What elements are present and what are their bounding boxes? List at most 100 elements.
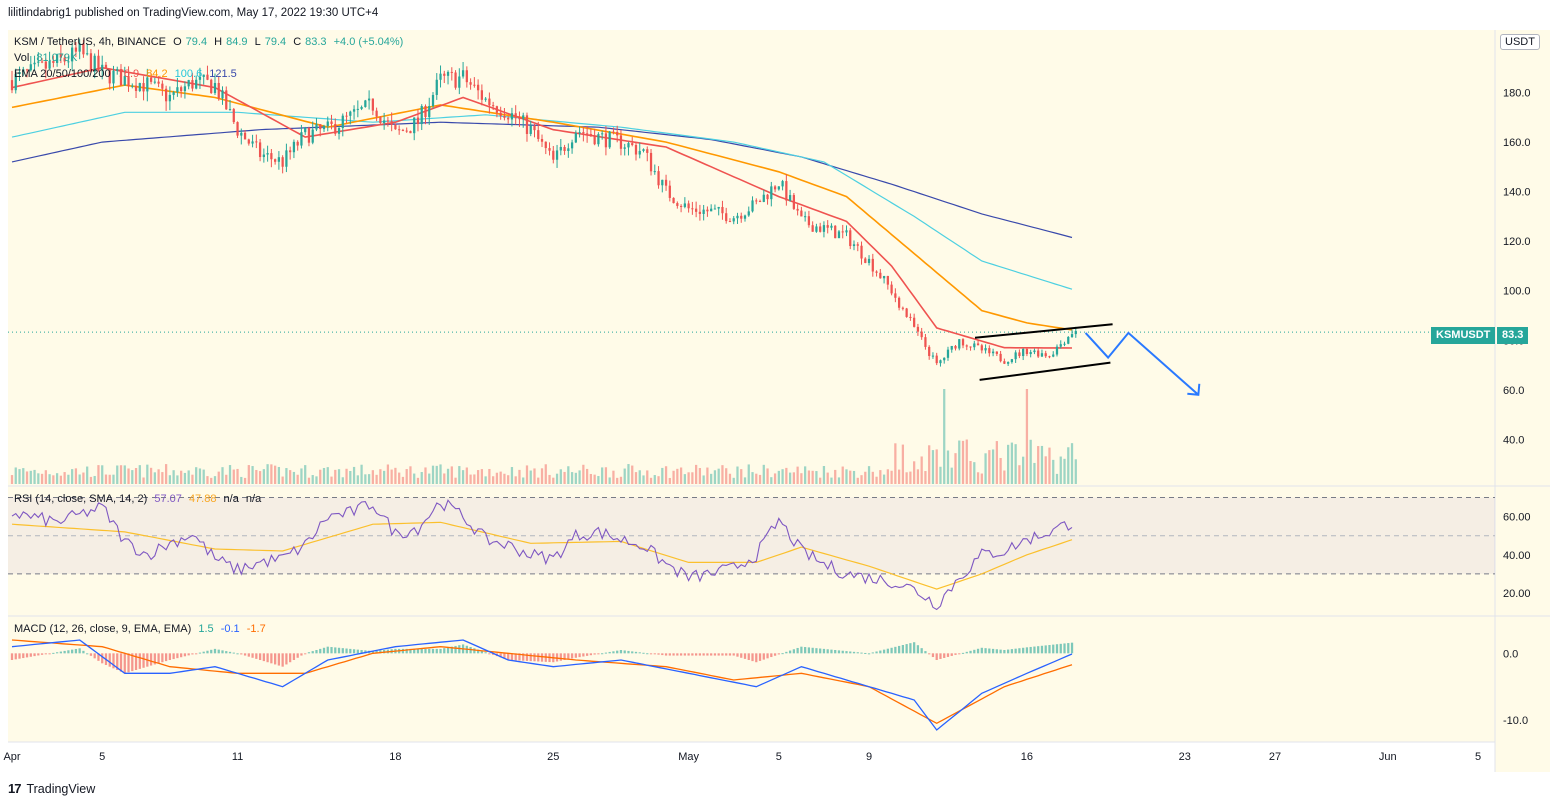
- channel-lower-line: [979, 361, 1111, 381]
- candle-body: [119, 69, 123, 86]
- volume-bar: [909, 471, 912, 484]
- candle-body: [334, 123, 337, 134]
- macd-histogram-bar: [687, 653, 690, 656]
- macd-histogram-bar: [183, 653, 187, 657]
- macd-histogram-bar: [567, 653, 570, 660]
- volume-bar: [796, 466, 799, 484]
- volume-bar: [849, 470, 852, 484]
- macd-histogram-bar: [14, 653, 17, 660]
- macd-histogram-bar: [525, 653, 529, 661]
- symbol-legend[interactable]: KSM / TetherUS, 4h, BINANCE O 79.4 H 84.9 …: [14, 36, 407, 48]
- macd-value: -0.1: [220, 623, 240, 635]
- candle-body: [1003, 361, 1006, 364]
- macd-histogram-bar: [492, 653, 495, 655]
- macd-histogram-bar: [40, 653, 44, 655]
- footer-brand[interactable]: 17 TradingView: [8, 781, 95, 796]
- macd-histogram-bar: [894, 646, 897, 654]
- volume-bar: [367, 474, 371, 484]
- candle-body: [552, 150, 555, 160]
- volume-bar: [574, 472, 577, 484]
- macd-histogram-bar: [52, 652, 55, 654]
- volume-bar: [225, 474, 228, 484]
- macd-legend[interactable]: MACD (12, 26, close, 9, EMA, EMA) 1.5 -0…: [14, 623, 270, 635]
- candle-body: [864, 258, 867, 263]
- candle-body: [29, 64, 32, 71]
- macd-histogram-bar: [668, 653, 671, 656]
- candle-body: [319, 124, 322, 130]
- macd-histogram-bar: [875, 651, 878, 654]
- price-tick-label: 60.0: [1503, 385, 1524, 397]
- macd-histogram-bar: [10, 653, 14, 660]
- macd-histogram-bar: [277, 653, 281, 666]
- volume-bar: [14, 467, 17, 484]
- volume-bar: [1059, 456, 1062, 484]
- volume-bar: [22, 468, 25, 484]
- macd-histogram-bar: [232, 652, 235, 654]
- macd-histogram-bar: [405, 648, 408, 654]
- volume-bar: [480, 469, 483, 484]
- volume-bar: [315, 476, 318, 484]
- volume-bar: [965, 439, 968, 484]
- volume-bar: [86, 466, 89, 484]
- volume-bar: [773, 473, 777, 484]
- volume-bar: [112, 474, 115, 484]
- candle-body: [341, 115, 344, 129]
- time-tick-label: Jun: [1379, 751, 1397, 763]
- macd-histogram-bar: [221, 650, 224, 654]
- volume-bar: [518, 469, 521, 484]
- candle-body: [721, 206, 724, 214]
- price-tick-label: 180.0: [1503, 88, 1531, 100]
- candle-body: [980, 345, 983, 351]
- volume-legend[interactable]: Vol 81.079K: [14, 52, 81, 64]
- price-axis[interactable]: [1495, 30, 1550, 772]
- chart-area[interactable]: [8, 30, 1495, 742]
- macd-histogram-bar: [281, 653, 284, 667]
- candle-body: [916, 326, 920, 332]
- volume-bar: [837, 477, 841, 484]
- candle-body: [928, 346, 931, 356]
- volume-bar: [352, 466, 356, 484]
- candle-body: [1010, 359, 1014, 363]
- volume-bar: [788, 472, 792, 484]
- macd-histogram-bar: [725, 653, 728, 656]
- volume-bar: [961, 440, 965, 484]
- macd-histogram-bar: [909, 643, 912, 654]
- rsi-legend[interactable]: RSI (14, close, SMA, 14, 2) 57.07 47.88 …: [14, 493, 265, 505]
- symbol-name: KSM / TetherUS, 4h, BINANCE: [14, 36, 167, 48]
- volume-bar: [142, 477, 145, 484]
- macd-histogram-bar: [112, 653, 115, 669]
- volume-bar: [969, 460, 972, 484]
- macd-histogram-bar: [788, 650, 792, 654]
- macd-histogram-bar: [800, 646, 803, 654]
- volume-bar: [552, 477, 555, 484]
- volume-bar: [236, 468, 239, 484]
- candle-body: [999, 353, 1002, 362]
- candle-body: [82, 43, 85, 55]
- candle-body: [1018, 352, 1021, 357]
- candle-body: [52, 60, 55, 63]
- candle-body: [1029, 352, 1032, 355]
- candle-body: [270, 153, 273, 160]
- macd-histogram-bar: [867, 653, 871, 655]
- volume-bar: [439, 464, 442, 484]
- macd-histogram-bar: [476, 649, 480, 654]
- volume-bar: [928, 445, 931, 484]
- candle-body: [529, 125, 532, 134]
- volume-bar: [274, 465, 277, 484]
- volume-bar: [89, 476, 93, 484]
- macd-histogram-bar: [578, 653, 581, 658]
- macd-histogram-bar: [89, 653, 93, 656]
- ema-legend[interactable]: EMA 20/50/100/200 76.9 84.2 100.6 121.5: [14, 68, 241, 80]
- volume-bar: [589, 473, 593, 484]
- candle-body: [623, 147, 626, 149]
- currency-button[interactable]: USDT: [1500, 34, 1540, 50]
- volume-bar: [292, 471, 296, 484]
- volume-bar: [67, 474, 70, 484]
- candle-body: [55, 54, 59, 63]
- volume-bar: [567, 466, 570, 484]
- macd-histogram-bar: [161, 653, 164, 663]
- volume-bar: [1040, 445, 1044, 484]
- candle-body: [702, 209, 705, 214]
- macd-histogram-bar: [296, 653, 299, 658]
